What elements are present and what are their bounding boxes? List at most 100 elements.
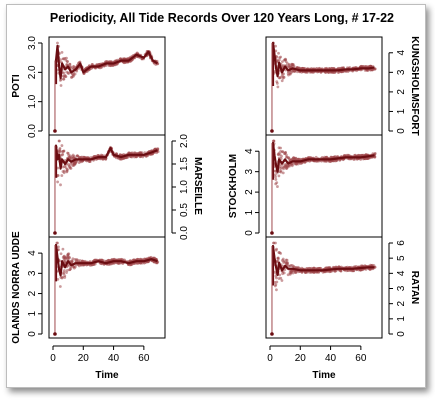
data-point-kungsholmsfort [281,60,284,64]
y-tick-label-ratan: 6 [396,240,407,246]
data-point-marseille [114,156,118,160]
data-point-kungsholmsfort [287,63,291,66]
data-point-olands-norra-udde [57,248,61,252]
y-tick-label-marseille: 0.5 [179,203,190,217]
panel-box-kungsholmsfort [265,36,383,136]
series-line-poti [54,44,159,85]
y-tick-label-kungsholmsfort: 1 [396,108,407,114]
data-point-marseille [56,180,60,184]
x-axis-label-left: Time [95,370,119,381]
data-point-olands-norra-udde [72,266,76,270]
data-point-stockholm [282,167,285,171]
data-point-ratan [279,252,283,255]
y-tick-label-stockholm: 0 [244,230,255,236]
data-point-stockholm [275,181,279,185]
data-point-marseille [66,151,69,155]
data-point-marseille [88,160,92,164]
data-point-poti [56,41,59,45]
data-point-poti [62,71,66,75]
data-point-marseille [125,155,129,159]
data-point-ratan [312,266,316,270]
y-tick-label-ratan: 1 [396,316,407,322]
data-point-stockholm [276,185,279,188]
data-point-olands-norra-udde [53,332,57,336]
x-tick-label-right: 60 [355,353,367,364]
data-point-olands-norra-udde [58,285,62,288]
y-tick-label-poti: 2.0 [27,65,38,79]
data-point-marseille [155,151,159,155]
data-point-stockholm [280,154,283,158]
panel-label-poti: POTI [11,74,22,98]
data-point-stockholm [292,156,295,160]
y-tick-label-ratan: 5 [396,255,407,261]
y-tick-label-olands-norra-udde: 2 [27,290,38,296]
data-point-ratan [275,288,278,292]
data-point-ratan [325,266,329,270]
data-point-marseille [58,147,62,150]
data-point-stockholm [270,231,274,235]
data-point-olands-norra-udde [65,271,68,274]
y-tick-label-stockholm: 1 [244,209,255,215]
y-tick-label-stockholm: 3 [244,168,255,174]
panel-ratan: 0 1 2 3 4 5 6 RATAN 0 20 40 60 Time [265,236,420,381]
chart-title: Periodicity, All Tide Records Over 120 Y… [50,11,394,25]
data-point-olands-norra-udde [56,278,60,281]
data-point-kungsholmsfort [270,129,274,133]
data-point-marseille [67,164,71,168]
data-point-olands-norra-udde [61,275,64,279]
data-point-stockholm [279,150,283,153]
y-tick-label-kungsholmsfort: 4 [396,50,407,56]
data-point-marseille [73,162,77,165]
data-point-stockholm [323,155,327,159]
data-point-marseille [53,231,57,235]
data-point-marseille [62,169,66,173]
data-point-olands-norra-udde [66,252,70,256]
x-tick-label-left: 40 [108,353,120,364]
data-point-poti [60,50,64,54]
data-point-ratan [280,279,284,282]
data-point-stockholm [279,146,282,150]
data-point-marseille [61,152,65,156]
y-tick-label-ratan: 0 [396,331,407,337]
data-point-stockholm [277,174,281,178]
data-point-kungsholmsfort [284,57,287,61]
series-line-marseille [54,144,158,178]
panel-box-stockholm [265,134,383,238]
data-point-marseille [60,144,64,147]
data-point-ratan [277,277,281,280]
x-tick-label-right: 20 [295,353,307,364]
data-point-marseille [64,166,68,170]
data-point-ratan [289,263,293,267]
data-point-poti [65,60,69,63]
data-point-stockholm [274,178,278,181]
data-point-kungsholmsfort [276,85,280,89]
data-point-marseille [77,155,81,159]
data-point-olands-norra-udde [63,274,67,278]
x-tick-label-left: 0 [50,353,56,364]
panel-label-stockholm: STOCKHOLM [228,154,239,218]
data-point-poti [53,129,57,133]
panel-label-ratan: RATAN [409,271,420,305]
panel-box-marseille [48,134,166,238]
data-point-ratan [286,262,289,266]
y-tick-label-poti: 1.0 [27,94,38,108]
y-tick-label-ratan: 3 [396,285,407,291]
data-point-ratan [274,241,277,245]
y-tick-label-olands-norra-udde: 1 [27,311,38,317]
y-tick-label-ratan: 2 [396,300,407,306]
y-tick-label-marseille: 1.0 [179,180,190,194]
panel-box-ratan [265,236,383,339]
data-point-marseille [121,157,125,161]
data-point-marseille [61,165,65,169]
y-tick-label-kungsholmsfort: 0 [396,128,407,134]
panel-label-marseille: MARSEILLE [192,157,203,215]
data-point-kungsholmsfort [277,58,281,62]
data-point-marseille [115,152,118,156]
data-point-olands-norra-udde [62,271,66,274]
data-point-marseille [99,153,103,157]
data-point-marseille [58,139,61,143]
data-point-ratan [288,271,292,275]
data-point-poti [59,58,62,62]
data-point-olands-norra-udde [140,261,144,265]
